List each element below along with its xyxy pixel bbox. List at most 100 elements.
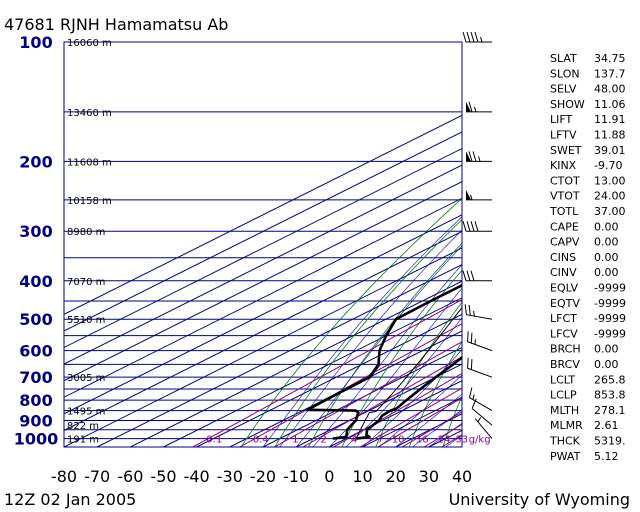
dry-adiabat-line — [442, 395, 462, 447]
index-value: 0.00 — [594, 266, 619, 279]
height-label: 11608 m — [67, 157, 112, 168]
mixing-ratio-label: 24 — [438, 435, 451, 446]
mixing-ratio-labels: 0.1 0.4 1 2 4 7 10 16 24 33 g/kg — [206, 435, 490, 446]
moist-adiabat-line — [362, 349, 462, 447]
moist-adiabat-line — [345, 317, 462, 447]
mixing-ratio-line — [239, 322, 462, 447]
index-value: 11.06 — [594, 98, 626, 111]
chart-title: 47681 RJNH Hamamatsu Ab — [4, 15, 228, 34]
wind-barb-half-flag — [472, 394, 475, 400]
wind-barb-icon — [462, 221, 492, 232]
index-name: CTOT — [550, 174, 580, 187]
index-value: 0.00 — [594, 343, 619, 356]
wind-barb-flag — [468, 387, 473, 398]
isotherm-line — [64, 147, 462, 349]
height-label: 13460 m — [67, 108, 112, 119]
index-name: SLAT — [550, 52, 577, 65]
index-name: LFTV — [550, 129, 577, 142]
isotherm-line — [96, 264, 462, 447]
wind-barb-flag — [471, 398, 477, 409]
moist-adiabat-line — [262, 216, 462, 447]
wind-barb-flag — [474, 221, 479, 232]
pressure-tick-label: 600 — [19, 342, 52, 361]
wind-barb-flag — [467, 331, 469, 342]
isotherm-line — [64, 131, 462, 332]
dry-adiabat-line — [408, 340, 462, 447]
index-name: BRCV — [550, 358, 580, 371]
wind-barb-flag — [468, 101, 473, 112]
index-name: LFCV — [550, 327, 578, 340]
wind-barb-flag — [470, 359, 473, 370]
dry-adiabat-line — [308, 242, 462, 447]
wind-barb-staff — [474, 418, 493, 439]
height-label: 191 m — [67, 435, 99, 446]
index-value: -9999 — [594, 312, 626, 325]
dry-adiabat-line — [240, 197, 462, 447]
wind-barb-pennant — [466, 151, 471, 162]
isotherm-line — [64, 230, 462, 431]
isotherm-line — [64, 164, 462, 365]
wind-barb-flag — [474, 31, 479, 43]
mixing-ratio-line — [359, 387, 462, 447]
moist-adiabat-line — [329, 287, 462, 447]
parcel-path-line — [355, 306, 462, 439]
wind-barb-half-flag — [477, 417, 482, 423]
height-label: 5510 m — [67, 315, 105, 326]
temperature-tick-label: 40 — [452, 467, 472, 486]
index-name: CAPE — [550, 220, 579, 233]
mixing-ratio-label: 1 — [292, 435, 298, 446]
index-name: SHOW — [550, 98, 585, 111]
mixing-ratio-label: 0.4 — [253, 435, 269, 446]
index-value: -9999 — [594, 327, 626, 340]
isotherm-line — [64, 114, 462, 315]
moist-adiabat-line — [312, 264, 462, 447]
pressure-tick-label: 500 — [19, 310, 52, 329]
moist-adiabat-line — [279, 229, 462, 447]
moist-adiabat-line — [295, 245, 462, 447]
index-value: 2.61 — [594, 419, 619, 432]
observation-time: 12Z 02 Jan 2005 — [4, 490, 136, 509]
wind-barbs — [462, 31, 493, 439]
temperature-tick-label: -60 — [117, 467, 143, 486]
mixing-ratio-line — [274, 341, 462, 447]
index-name: TOTL — [549, 205, 579, 218]
height-label: 3005 m — [67, 373, 105, 384]
index-value: 5319. — [594, 435, 626, 448]
temperature-tick-label: -50 — [150, 467, 176, 486]
isotherm-line — [130, 280, 462, 447]
pressure-tick-label: 200 — [19, 152, 52, 171]
index-name: LCLT — [550, 373, 575, 386]
index-name: EQTV — [550, 297, 580, 310]
index-value: 11.91 — [594, 113, 626, 126]
wind-barb-staff — [467, 341, 493, 352]
mixing-ratio-line — [377, 397, 462, 447]
index-name: CINV — [550, 266, 577, 279]
temperature-tick-label: 20 — [385, 467, 405, 486]
mixing-ratio-line — [333, 372, 462, 447]
pressure-tick-label: 900 — [19, 411, 52, 430]
wind-barb-staff — [467, 367, 493, 378]
isotherm-line — [64, 181, 462, 382]
wind-barb-flag — [462, 31, 467, 43]
wind-barb-flag — [466, 221, 471, 232]
temperature-tick-label: -70 — [84, 467, 110, 486]
wind-barb-pennant — [466, 101, 471, 112]
wind-barb-icon — [474, 417, 493, 439]
wind-barb-half-flag — [473, 310, 475, 317]
temperature-tick-label: -40 — [184, 467, 210, 486]
wind-barb-flag — [470, 332, 473, 344]
index-name: MLMR — [550, 419, 583, 432]
wind-barb-flag — [472, 151, 477, 162]
index-name: PWAT — [550, 450, 581, 463]
index-name: VTOT — [550, 190, 580, 203]
index-value: 137.7 — [594, 67, 626, 80]
temperature-tick-label: 10 — [352, 467, 372, 486]
index-name: CINS — [550, 251, 576, 264]
pressure-tick-label: 400 — [19, 272, 52, 291]
temperature-tick-label: 30 — [419, 467, 439, 486]
index-value: 37.00 — [594, 205, 626, 218]
index-value: -9.70 — [594, 159, 622, 172]
index-name: CAPV — [550, 236, 580, 249]
